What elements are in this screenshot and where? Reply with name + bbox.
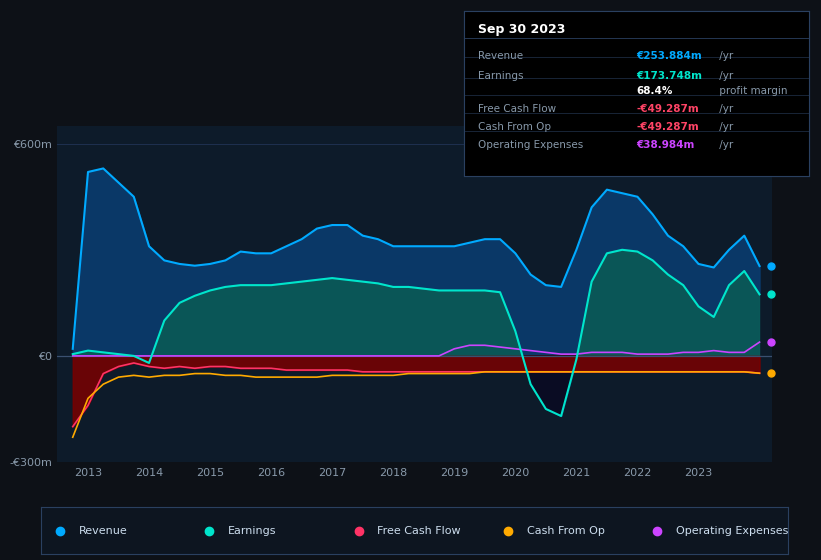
- Text: /yr: /yr: [716, 51, 733, 61]
- Text: Earnings: Earnings: [478, 71, 523, 81]
- Text: Operating Expenses: Operating Expenses: [478, 140, 583, 150]
- Text: Revenue: Revenue: [478, 51, 523, 61]
- Text: Earnings: Earnings: [228, 526, 277, 535]
- Text: profit margin: profit margin: [716, 86, 787, 96]
- Text: 68.4%: 68.4%: [636, 86, 672, 96]
- Text: Sep 30 2023: Sep 30 2023: [478, 23, 565, 36]
- Text: €253.884m: €253.884m: [636, 51, 702, 61]
- Text: /yr: /yr: [716, 104, 733, 114]
- Text: /yr: /yr: [716, 71, 733, 81]
- Text: Free Cash Flow: Free Cash Flow: [378, 526, 461, 535]
- Text: Cash From Op: Cash From Op: [478, 122, 551, 132]
- Text: Free Cash Flow: Free Cash Flow: [478, 104, 556, 114]
- Text: /yr: /yr: [716, 140, 733, 150]
- Text: Operating Expenses: Operating Expenses: [677, 526, 788, 535]
- Text: Cash From Op: Cash From Op: [527, 526, 604, 535]
- Text: €173.748m: €173.748m: [636, 71, 702, 81]
- Text: /yr: /yr: [716, 122, 733, 132]
- Text: Revenue: Revenue: [79, 526, 127, 535]
- Text: -€49.287m: -€49.287m: [636, 122, 699, 132]
- Text: €38.984m: €38.984m: [636, 140, 695, 150]
- Text: -€49.287m: -€49.287m: [636, 104, 699, 114]
